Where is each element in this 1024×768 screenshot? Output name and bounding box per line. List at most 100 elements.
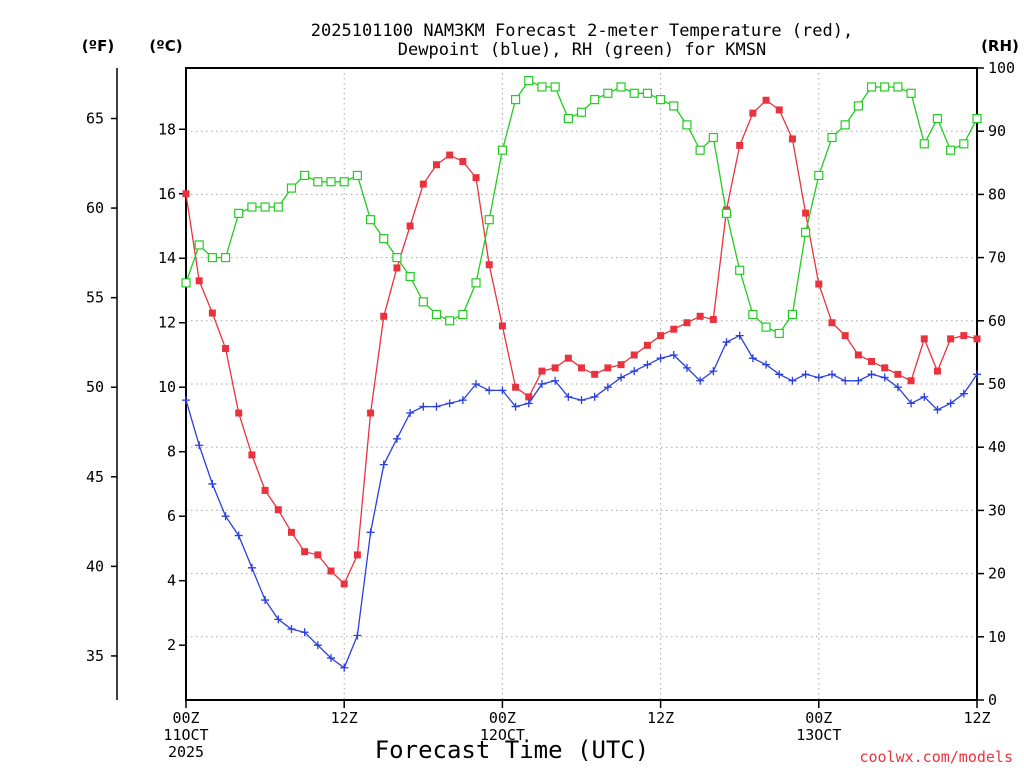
x-tick-label-3-0: 12Z xyxy=(647,709,674,727)
2-meter-temperature-point-4 xyxy=(235,409,243,417)
rh-point-12 xyxy=(339,177,349,187)
dewpoint-point-55 xyxy=(907,399,916,408)
dewpoint-point-39 xyxy=(696,376,705,385)
dewpoint-point-50 xyxy=(841,376,850,385)
rh-point-56 xyxy=(919,139,929,149)
rh-point-44 xyxy=(761,322,771,332)
dewpoint-line xyxy=(185,334,978,669)
dewpoint-point-23 xyxy=(485,386,494,395)
dewpoint-point-10 xyxy=(313,641,322,650)
rh-point-40 xyxy=(708,132,718,143)
rh-point-23 xyxy=(484,215,494,225)
rh-point-46 xyxy=(787,309,798,320)
rh-point-7 xyxy=(273,202,283,212)
rh-tick-label-6: 60 xyxy=(988,312,1006,330)
2-meter-temperature-point-31 xyxy=(591,370,599,378)
2-meter-temperature-point-9 xyxy=(301,548,309,556)
rh-point-2 xyxy=(207,253,217,263)
dewpoint-point-27 xyxy=(537,380,546,388)
dewpoint-point-57 xyxy=(933,405,942,414)
dewpoint-point-37 xyxy=(669,350,678,359)
2-meter-temperature-point-49 xyxy=(828,319,836,327)
2-meter-temperature-point-40 xyxy=(709,316,717,324)
2-meter-temperature-point-43 xyxy=(749,109,757,117)
2-meter-temperature-point-47 xyxy=(802,209,810,217)
axes xyxy=(111,67,984,708)
2-meter-temperature-point-44 xyxy=(762,96,770,104)
2-meter-temperature-point-48 xyxy=(815,280,823,288)
2-meter-temperature-point-56 xyxy=(920,335,928,343)
2-meter-temperature-point-27 xyxy=(538,367,546,375)
2-meter-temperature-point-24 xyxy=(498,322,506,330)
x-tick-label-2-1: 12OCT xyxy=(480,726,525,744)
2-meter-temperature-point-42 xyxy=(736,141,744,149)
dewpoint-point-17 xyxy=(406,409,415,418)
dewpoint-point-48 xyxy=(814,373,823,382)
rh-point-1 xyxy=(194,240,204,250)
celsius-tick-label-8: 18 xyxy=(158,120,176,138)
2-meter-temperature-point-25 xyxy=(512,383,520,391)
rh-point-15 xyxy=(379,234,389,244)
2-meter-temperature-point-3 xyxy=(222,345,230,353)
2-meter-temperature-point-46 xyxy=(788,135,796,143)
rh-point-9 xyxy=(300,170,310,181)
rh-point-3 xyxy=(220,253,231,263)
rh-point-52 xyxy=(866,82,877,92)
rh-tick-label-9: 90 xyxy=(988,122,1006,140)
dewpoint-point-25 xyxy=(511,402,520,411)
dewpoint-point-59 xyxy=(959,389,968,398)
dewpoint-point-30 xyxy=(577,396,586,405)
dewpoint-point-33 xyxy=(617,373,626,382)
x-tick-label-1-0: 12Z xyxy=(331,709,358,727)
dewpoint-point-52 xyxy=(867,370,876,379)
2-meter-temperature-point-32 xyxy=(604,364,612,372)
2-meter-temperature-point-57 xyxy=(933,367,941,375)
dewpoint-point-54 xyxy=(893,383,902,392)
rh-tick-label-3: 30 xyxy=(988,501,1006,519)
2-meter-temperature-point-33 xyxy=(617,361,625,369)
dewpoint-point-41 xyxy=(722,338,731,347)
2-meter-temperature-point-22 xyxy=(472,174,480,182)
rh-point-55 xyxy=(906,88,916,98)
celsius-tick-label-7: 16 xyxy=(158,185,176,203)
rh-point-33 xyxy=(616,82,626,92)
2-meter-temperature-point-26 xyxy=(525,393,533,401)
rh-point-5 xyxy=(247,202,257,212)
2-meter-temperature-point-17 xyxy=(406,222,414,230)
x-tick-label-4-0: 00Z xyxy=(805,709,832,727)
celsius-tick-label-0: 2 xyxy=(167,636,176,654)
fahrenheit-tick-label-5: 60 xyxy=(86,199,104,217)
dewpoint-point-12 xyxy=(340,663,349,672)
rh-line xyxy=(185,79,978,335)
rh-point-20 xyxy=(445,316,455,326)
2-meter-temperature-point-51 xyxy=(854,351,862,359)
dewpoint-point-20 xyxy=(445,399,454,408)
chart-title: 2025101100 NAM3KM Forecast 2-meter Tempe… xyxy=(311,21,853,60)
rh-point-8 xyxy=(286,183,297,193)
dewpoint-point-9 xyxy=(300,628,309,637)
rh-point-6 xyxy=(260,202,270,212)
dewpoint-point-34 xyxy=(630,367,639,376)
rh-point-47 xyxy=(801,227,811,237)
2-meter-temperature-point-11 xyxy=(327,567,335,575)
rh-point-60 xyxy=(972,113,982,124)
rh-tick-label-7: 70 xyxy=(988,249,1006,267)
rh-point-42 xyxy=(735,265,745,275)
2-meter-temperature-point-34 xyxy=(630,351,638,359)
2-meter-temperature-point-18 xyxy=(419,180,427,188)
rh-point-34 xyxy=(629,88,639,98)
rh-point-21 xyxy=(458,309,468,320)
dewpoint-point-15 xyxy=(379,460,388,469)
dewpoint-point-0 xyxy=(182,396,190,405)
rh-point-37 xyxy=(669,101,679,111)
x-tick-label-0-2: 2025 xyxy=(168,743,204,761)
rh-point-39 xyxy=(695,145,705,155)
dewpoint-point-46 xyxy=(788,376,797,385)
2-meter-temperature-point-39 xyxy=(696,312,704,320)
2-meter-temperature-point-29 xyxy=(564,354,572,362)
x-tick-label-0-1: 11OCT xyxy=(163,726,208,744)
2-meter-temperature-point-2 xyxy=(208,309,216,317)
rh-point-29 xyxy=(563,113,573,124)
dewpoint-point-21 xyxy=(458,396,467,405)
credit-text: coolwx.com/models xyxy=(859,748,1013,766)
